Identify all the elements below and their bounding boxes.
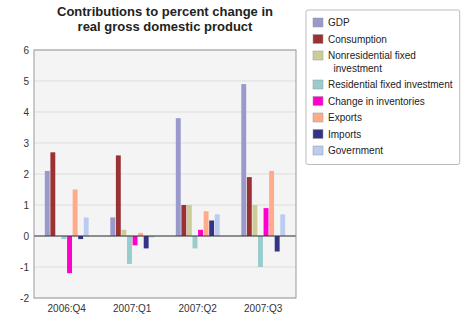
bar <box>127 236 132 264</box>
y-tick-label: 6 <box>23 45 29 56</box>
legend-swatch <box>313 97 323 106</box>
legend-frame <box>306 10 460 165</box>
grid-line <box>34 81 296 82</box>
y-tick-label: 5 <box>23 76 29 87</box>
legend: GDP Consumption Nonresidential fixed inves… <box>306 10 460 165</box>
bar <box>187 205 192 236</box>
bar <box>50 152 55 236</box>
y-tick-label: 0 <box>23 231 29 242</box>
x-tick-label: 2007:Q2 <box>179 303 218 314</box>
legend-swatch <box>313 35 323 44</box>
bar <box>193 236 198 248</box>
legend-swatch <box>313 18 323 27</box>
grid-line <box>34 236 296 237</box>
y-tick-label: 2 <box>23 169 29 180</box>
bar <box>275 236 280 252</box>
y-tick-label: -1 <box>20 262 29 273</box>
y-tick-label: 1 <box>23 200 29 211</box>
legend-swatch <box>313 80 323 89</box>
bar <box>269 171 274 236</box>
bar <box>241 84 246 236</box>
y-tick-label: 3 <box>23 138 29 149</box>
x-tick-label: 2007:Q3 <box>244 303 283 314</box>
grid-line <box>34 112 296 113</box>
bar <box>209 221 214 237</box>
bar <box>121 230 126 236</box>
bar <box>198 230 203 236</box>
legend-swatch <box>313 146 323 155</box>
y-tick-label: -2 <box>20 293 29 304</box>
legend-label: Government <box>328 145 383 156</box>
zero-line <box>34 236 296 237</box>
y-tick-label: 4 <box>23 107 29 118</box>
grid-line <box>34 267 296 268</box>
bar <box>215 214 220 236</box>
legend-label: Imports <box>328 129 361 140</box>
bar <box>247 177 252 236</box>
x-tick-label: 2007:Q1 <box>113 303 152 314</box>
bar <box>144 236 149 248</box>
legend-swatch <box>313 113 323 122</box>
legend-label: Consumption <box>328 34 387 45</box>
legend-label: Nonresidential fixed investment <box>328 50 416 74</box>
plot-frame <box>34 50 296 298</box>
x-tick-label: 2006:Q4 <box>48 303 87 314</box>
grid-line <box>34 174 296 175</box>
legend-label: Residential fixed investment <box>328 79 453 90</box>
legend-label: Change in inventories <box>328 96 425 107</box>
bar <box>45 171 50 236</box>
grid-line <box>34 143 296 144</box>
bar <box>133 236 138 245</box>
bar <box>176 118 181 236</box>
bar <box>258 236 263 267</box>
plot-area <box>34 50 296 298</box>
bar <box>181 205 186 236</box>
bar <box>252 205 257 236</box>
legend-swatch <box>313 51 323 60</box>
title: Contributions to percent change inreal g… <box>57 4 273 34</box>
bars <box>45 84 285 273</box>
bar <box>67 236 72 273</box>
legend-swatch <box>313 130 323 139</box>
bar <box>264 208 269 236</box>
bar <box>73 190 78 237</box>
bar <box>84 217 89 236</box>
bar <box>204 211 209 236</box>
bar <box>110 217 115 236</box>
chart: Contributions to percent change inreal g… <box>0 0 474 324</box>
legend-label: GDP <box>328 17 350 28</box>
legend-label: Exports <box>328 112 362 123</box>
bar <box>280 214 285 236</box>
bar <box>116 155 121 236</box>
